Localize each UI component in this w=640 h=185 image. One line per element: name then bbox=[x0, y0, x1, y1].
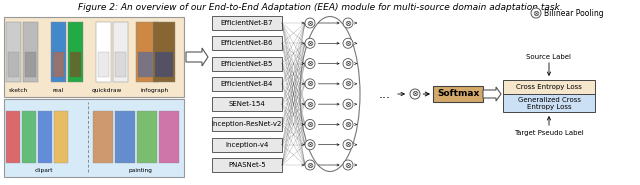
FancyBboxPatch shape bbox=[136, 22, 158, 82]
FancyBboxPatch shape bbox=[53, 52, 64, 77]
Circle shape bbox=[531, 8, 541, 18]
Circle shape bbox=[305, 59, 315, 69]
FancyBboxPatch shape bbox=[70, 52, 81, 77]
Text: EfficientNet-B4: EfficientNet-B4 bbox=[221, 81, 273, 87]
Text: ⊗: ⊗ bbox=[307, 79, 314, 88]
FancyBboxPatch shape bbox=[115, 111, 135, 163]
FancyBboxPatch shape bbox=[98, 52, 109, 77]
FancyBboxPatch shape bbox=[4, 99, 184, 177]
Text: painting: painting bbox=[128, 168, 152, 173]
FancyBboxPatch shape bbox=[22, 111, 36, 163]
Text: ⊗: ⊗ bbox=[307, 18, 314, 28]
Text: ⊗: ⊗ bbox=[344, 18, 351, 28]
Text: ⊗: ⊗ bbox=[307, 39, 314, 48]
Circle shape bbox=[343, 18, 353, 28]
FancyBboxPatch shape bbox=[155, 52, 173, 77]
FancyBboxPatch shape bbox=[68, 22, 83, 82]
FancyBboxPatch shape bbox=[153, 22, 175, 82]
FancyBboxPatch shape bbox=[6, 22, 21, 82]
Text: Cross Entropy Loss: Cross Entropy Loss bbox=[516, 84, 582, 90]
FancyBboxPatch shape bbox=[54, 111, 68, 163]
Circle shape bbox=[343, 38, 353, 48]
FancyBboxPatch shape bbox=[113, 22, 128, 82]
Text: Inception-v4: Inception-v4 bbox=[225, 142, 269, 148]
Text: ⊗: ⊗ bbox=[344, 161, 351, 169]
Text: infograph: infograph bbox=[141, 88, 169, 93]
Text: SENet-154: SENet-154 bbox=[228, 101, 266, 107]
Circle shape bbox=[305, 160, 315, 170]
FancyBboxPatch shape bbox=[433, 86, 483, 102]
Text: ⊗: ⊗ bbox=[307, 120, 314, 129]
Circle shape bbox=[343, 79, 353, 89]
FancyBboxPatch shape bbox=[212, 138, 282, 152]
Text: real: real bbox=[52, 88, 63, 93]
Circle shape bbox=[305, 18, 315, 28]
Circle shape bbox=[305, 38, 315, 48]
FancyBboxPatch shape bbox=[6, 111, 20, 163]
Text: EfficientNet-B7: EfficientNet-B7 bbox=[221, 20, 273, 26]
FancyBboxPatch shape bbox=[212, 97, 282, 111]
FancyBboxPatch shape bbox=[212, 117, 282, 131]
Circle shape bbox=[305, 79, 315, 89]
Circle shape bbox=[305, 140, 315, 150]
FancyBboxPatch shape bbox=[138, 52, 156, 77]
Text: ⊗: ⊗ bbox=[344, 79, 351, 88]
Text: quickdraw: quickdraw bbox=[92, 88, 122, 93]
FancyBboxPatch shape bbox=[212, 77, 282, 91]
Text: Softmax: Softmax bbox=[437, 90, 479, 98]
FancyBboxPatch shape bbox=[25, 52, 36, 77]
Circle shape bbox=[410, 89, 420, 99]
Text: ⊗: ⊗ bbox=[344, 120, 351, 129]
Circle shape bbox=[343, 140, 353, 150]
Text: ...: ... bbox=[379, 88, 391, 100]
FancyBboxPatch shape bbox=[38, 111, 52, 163]
FancyBboxPatch shape bbox=[93, 111, 113, 163]
FancyBboxPatch shape bbox=[159, 111, 179, 163]
FancyBboxPatch shape bbox=[212, 36, 282, 50]
Circle shape bbox=[343, 160, 353, 170]
Text: ⊗: ⊗ bbox=[532, 9, 540, 18]
Text: Source Label: Source Label bbox=[527, 54, 572, 60]
Text: ⊗: ⊗ bbox=[344, 59, 351, 68]
Text: EfficientNet-B6: EfficientNet-B6 bbox=[221, 40, 273, 46]
Text: EfficientNet-B5: EfficientNet-B5 bbox=[221, 60, 273, 67]
Text: Generalized Cross
Entropy Loss: Generalized Cross Entropy Loss bbox=[518, 97, 580, 110]
Text: Target Pseudo Label: Target Pseudo Label bbox=[514, 130, 584, 136]
Circle shape bbox=[343, 59, 353, 69]
Circle shape bbox=[343, 99, 353, 109]
Text: ⊗: ⊗ bbox=[344, 140, 351, 149]
FancyBboxPatch shape bbox=[8, 52, 19, 77]
Text: clipart: clipart bbox=[35, 168, 53, 173]
FancyBboxPatch shape bbox=[137, 111, 157, 163]
Text: ⊗: ⊗ bbox=[307, 140, 314, 149]
Text: sketch: sketch bbox=[8, 88, 28, 93]
Text: ⊗: ⊗ bbox=[344, 100, 351, 109]
Polygon shape bbox=[483, 87, 501, 101]
Circle shape bbox=[305, 120, 315, 130]
Text: Inception-ResNet-v2: Inception-ResNet-v2 bbox=[212, 121, 282, 127]
Text: ⊗: ⊗ bbox=[344, 39, 351, 48]
Circle shape bbox=[305, 99, 315, 109]
Text: ⊗: ⊗ bbox=[307, 100, 314, 109]
Text: PNASNet-5: PNASNet-5 bbox=[228, 162, 266, 168]
Text: Bilinear Pooling: Bilinear Pooling bbox=[544, 9, 604, 18]
FancyBboxPatch shape bbox=[51, 22, 66, 82]
FancyBboxPatch shape bbox=[96, 22, 111, 82]
FancyBboxPatch shape bbox=[115, 52, 126, 77]
FancyBboxPatch shape bbox=[23, 22, 38, 82]
FancyBboxPatch shape bbox=[4, 17, 184, 97]
FancyBboxPatch shape bbox=[503, 80, 595, 94]
FancyBboxPatch shape bbox=[212, 57, 282, 70]
Text: ⊗: ⊗ bbox=[307, 161, 314, 169]
FancyBboxPatch shape bbox=[212, 16, 282, 30]
FancyBboxPatch shape bbox=[503, 94, 595, 112]
Text: Figure 2: An overview of our End-to-End Adaptation (EEA) module for multi-source: Figure 2: An overview of our End-to-End … bbox=[77, 3, 563, 12]
Polygon shape bbox=[186, 48, 208, 66]
Circle shape bbox=[343, 120, 353, 130]
Text: ⊗: ⊗ bbox=[412, 90, 419, 98]
FancyBboxPatch shape bbox=[212, 158, 282, 172]
Text: ⊗: ⊗ bbox=[307, 59, 314, 68]
